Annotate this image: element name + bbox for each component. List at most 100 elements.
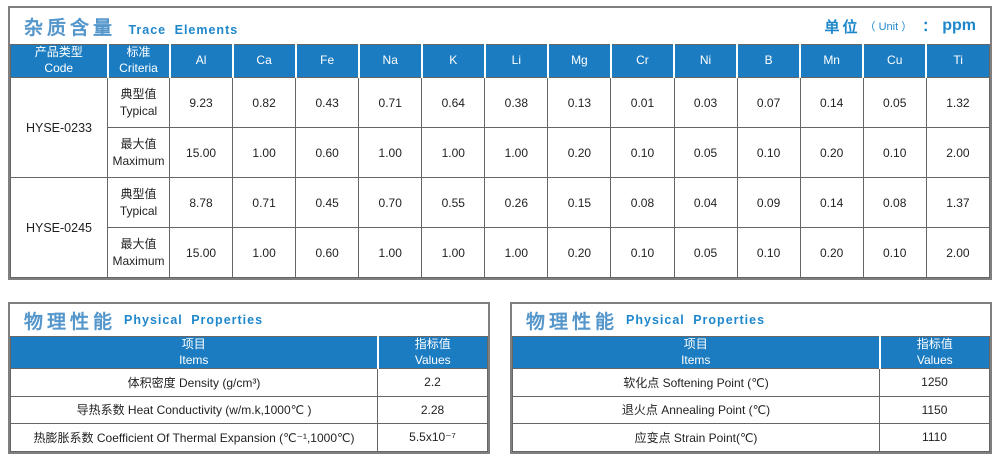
property-value-cell: 1250 bbox=[879, 368, 990, 397]
criteria-label-en: Typical bbox=[119, 203, 158, 218]
values-header-en: Values bbox=[916, 352, 953, 367]
criteria-label-zh: 最大值 bbox=[120, 237, 157, 252]
trace-value-cell: 0.10 bbox=[862, 127, 927, 178]
property-value-cell: 2.2 bbox=[377, 368, 488, 397]
trace-value-cell: 8.78 bbox=[168, 177, 234, 228]
element-header-mg: Mg bbox=[546, 44, 612, 78]
trace-value-cell: 0.10 bbox=[610, 127, 675, 178]
trace-row: HYSE-0245 典型值 Typical 8.78 0.71 0.45 0.70 0.55 0… bbox=[10, 177, 991, 278]
trace-value-cell: 0.09 bbox=[736, 177, 801, 228]
items-header-en: Items bbox=[681, 352, 711, 367]
trace-value-cell: 0.05 bbox=[673, 127, 738, 178]
property-row: 导热系数 Heat Conductivity (w/m.k,1000℃ ) 2.2… bbox=[10, 395, 488, 425]
element-header-cr: Cr bbox=[609, 44, 675, 78]
unit-label-colon: ： bbox=[922, 18, 937, 34]
physical-properties-row: 物理性能 Physical Properties 项目 Items 指标值 Value… bbox=[8, 302, 992, 454]
trace-value-cell: 1.00 bbox=[484, 127, 549, 178]
criteria-column-header-zh: 标准 bbox=[126, 45, 151, 60]
trace-value-cell: 0.10 bbox=[736, 127, 801, 178]
property-value-cell: 5.5x10⁻⁷ bbox=[377, 423, 488, 452]
values-header-zh: 指标值 bbox=[414, 337, 451, 351]
physical-left-header-row: 项目 Items 指标值 Values bbox=[10, 335, 488, 370]
trace-value-cell: 0.20 bbox=[799, 127, 864, 178]
criteria-label-zh: 典型值 bbox=[120, 187, 157, 202]
element-header-na: Na bbox=[357, 44, 423, 78]
trace-value-cell: 1.00 bbox=[358, 127, 423, 178]
criteria-column-header: 标准 Criteria bbox=[106, 44, 170, 78]
physical-right-title-zh: 物理性能 bbox=[526, 311, 619, 333]
element-header-b: B bbox=[736, 44, 801, 78]
property-value-cell: 2.28 bbox=[377, 395, 488, 425]
trace-value-cell: 1.32 bbox=[925, 77, 991, 128]
criteria-label-en: Typical bbox=[119, 103, 158, 118]
physical-left-body: 体积密度 Density (g/cm³) 2.2 导热系数 Heat Conduct… bbox=[10, 368, 488, 452]
physical-properties-panel-right: 物理性能 Physical Properties 项目 Items 指标值 Value… bbox=[510, 302, 992, 454]
trace-value-cell: 0.14 bbox=[799, 77, 864, 128]
trace-table-head: 产品类型 Code 标准 Criteria Al Ca Fe Na K Li Mg Cr Ni B Mn Cu… bbox=[10, 44, 991, 78]
physical-properties-table-left: 项目 Items 指标值 Values 体积密度 Density (g/cm³) 2.2… bbox=[10, 335, 488, 452]
unit-label: 单位 （ Unit ） ： ppm bbox=[825, 16, 976, 37]
criteria-cell: 典型值 Typical bbox=[107, 177, 170, 228]
items-column-header: 项目 Items bbox=[10, 335, 378, 370]
trace-value-cell: 0.45 bbox=[295, 177, 360, 228]
physical-right-title-bar: 物理性能 Physical Properties bbox=[512, 304, 990, 336]
trace-value-cell: 0.55 bbox=[421, 177, 486, 228]
trace-value-cell: 0.03 bbox=[673, 77, 738, 128]
unit-label-zh: 单位 bbox=[824, 18, 861, 36]
trace-value-cell: 1.00 bbox=[358, 227, 423, 278]
property-row: 应变点 Strain Point(℃) 1110 bbox=[512, 423, 990, 452]
trace-value-cell: 0.43 bbox=[295, 77, 360, 128]
trace-value-cell: 0.26 bbox=[484, 177, 549, 228]
property-name-cell: 退火点 Annealing Point (℃) bbox=[512, 395, 880, 425]
physical-left-title-bar: 物理性能 Physical Properties bbox=[10, 304, 488, 336]
trace-value-cell: 1.00 bbox=[421, 127, 486, 178]
property-row: 退火点 Annealing Point (℃) 1150 bbox=[512, 395, 990, 425]
trace-value-cell: 0.20 bbox=[547, 227, 612, 278]
trace-elements-panel: 杂质含量 Trace Elements 单位 （ Unit ） ： ppm 产品… bbox=[8, 6, 992, 280]
trace-row: HYSE-0233 典型值 Typical 9.23 0.82 0.43 0.71 0.64 0… bbox=[10, 77, 991, 178]
items-header-zh: 项目 bbox=[181, 337, 206, 351]
trace-value-cell: 0.20 bbox=[799, 227, 864, 278]
trace-value-cell: 9.23 bbox=[168, 77, 234, 128]
product-code-cell: HYSE-0233 bbox=[10, 77, 108, 178]
trace-value-cell: 15.00 bbox=[168, 227, 234, 278]
values-column-header: 指标值 Values bbox=[878, 335, 990, 370]
trace-value-cell: 0.10 bbox=[610, 227, 675, 278]
trace-elements-title-bar: 杂质含量 Trace Elements 单位 （ Unit ） ： ppm bbox=[10, 8, 990, 44]
values-header-zh: 指标值 bbox=[916, 337, 953, 351]
property-value-cell: 1150 bbox=[879, 395, 990, 425]
trace-header-row: 产品类型 Code 标准 Criteria Al Ca Fe Na K Li Mg Cr Ni B Mn Cu… bbox=[10, 44, 991, 78]
criteria-label-en: Maximum bbox=[112, 253, 165, 268]
trace-value-cell: 1.00 bbox=[484, 227, 549, 278]
trace-value-cell: 2.00 bbox=[925, 227, 991, 278]
physical-left-title-en: Physical Properties bbox=[124, 313, 264, 327]
values-header-en: Values bbox=[414, 352, 451, 367]
property-row: 体积密度 Density (g/cm³) 2.2 bbox=[10, 368, 488, 397]
trace-value-cell: 2.00 bbox=[925, 127, 991, 178]
items-column-header: 项目 Items bbox=[512, 335, 880, 370]
property-name-cell: 应变点 Strain Point(℃) bbox=[512, 423, 880, 452]
trace-value-cell: 0.64 bbox=[421, 77, 486, 128]
property-name-cell: 体积密度 Density (g/cm³) bbox=[10, 368, 378, 397]
property-row: 热膨胀系数 Coefficient Of Thermal Expansion (… bbox=[10, 423, 488, 452]
physical-right-title-en: Physical Properties bbox=[626, 313, 766, 327]
element-header-cu: Cu bbox=[862, 44, 927, 78]
trace-value-cell: 0.71 bbox=[358, 77, 423, 128]
physical-right-body: 软化点 Softening Point (℃) 1250 退火点 Annealing… bbox=[512, 368, 990, 452]
physical-left-head: 项目 Items 指标值 Values bbox=[10, 335, 488, 370]
trace-value-cell: 0.10 bbox=[736, 227, 801, 278]
values-column-header: 指标值 Values bbox=[376, 335, 488, 370]
trace-row: 最大值 Maximum 15.00 1.00 0.60 1.00 1.00 1.00 0.20 0… bbox=[11, 127, 991, 178]
code-column-header: 产品类型 Code bbox=[10, 44, 108, 78]
trace-value-cell: 0.07 bbox=[736, 77, 801, 128]
physical-right-head: 项目 Items 指标值 Values bbox=[512, 335, 990, 370]
element-header-ti: Ti bbox=[925, 44, 991, 78]
element-header-al: Al bbox=[168, 44, 234, 78]
element-header-fe: Fe bbox=[294, 44, 360, 78]
trace-value-cell: 0.82 bbox=[232, 77, 297, 128]
trace-value-cell: 0.13 bbox=[547, 77, 612, 128]
trace-value-cell: 0.08 bbox=[610, 177, 675, 228]
trace-value-cell: 0.15 bbox=[547, 177, 612, 228]
trace-value-cell: 1.00 bbox=[232, 227, 297, 278]
criteria-label-zh: 最大值 bbox=[120, 137, 157, 152]
